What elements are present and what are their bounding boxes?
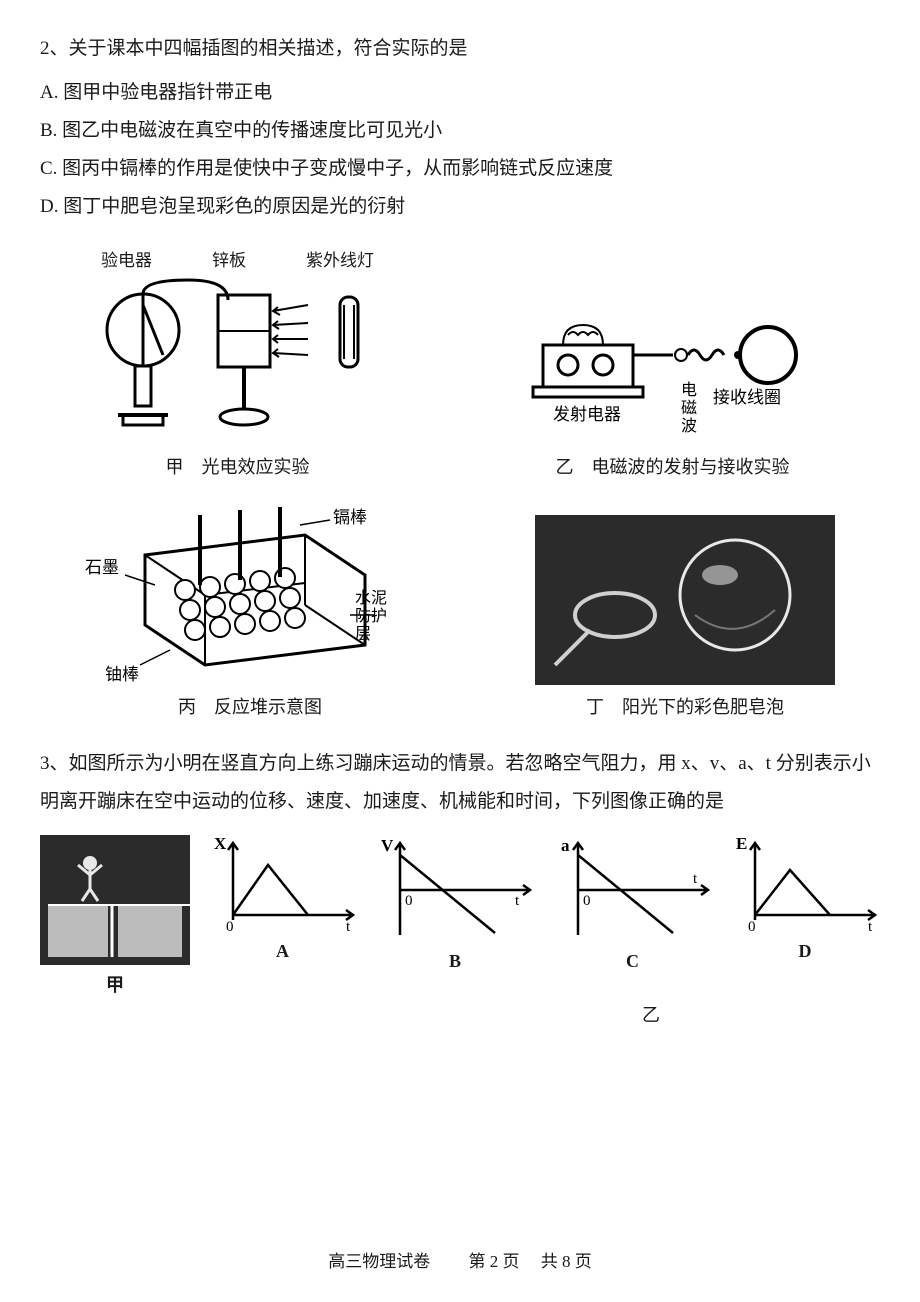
cap-yi: 乙 电磁波的发射与接收实验 xyxy=(556,453,790,479)
fig-jia-labels: 验电器 锌板 紫外线灯 xyxy=(101,246,374,271)
fig-jia-svg xyxy=(88,275,388,445)
q2-figs-row1: 验电器 锌板 紫外线灯 xyxy=(40,246,880,479)
fig-yi: 发射电器 电 磁 波 接收线圈 乙 电磁波的发射与接收实验 xyxy=(513,295,833,479)
chart-a: X 0 t A xyxy=(208,835,358,962)
sub-yi: 乙 xyxy=(642,1001,660,1027)
chart-b: V 0 t B xyxy=(375,835,535,972)
question-3: 3、如图所示为小明在竖直方向上练习蹦床运动的情景。若忽略空气阻力，用 x、v、a… xyxy=(40,745,880,1027)
label-zinc-plate: 锌板 xyxy=(212,246,246,271)
fig-bing-svg: 石墨 镉棒 铀棒 水泥 防护 层 xyxy=(85,485,415,685)
label-wave3: 波 xyxy=(681,417,697,435)
svg-text:E: E xyxy=(736,835,747,853)
fig-ding-svg xyxy=(535,515,835,685)
svg-text:V: V xyxy=(381,836,394,855)
fig-ding: 丁 阳光下的彩色肥皂泡 xyxy=(535,515,835,719)
svg-text:0: 0 xyxy=(226,919,234,935)
label-uv-lamp: 紫外线灯 xyxy=(306,246,374,271)
footer-title: 高三物理试卷 xyxy=(328,1252,430,1271)
q2-option-d: D. 图丁中肥皂泡呈现彩色的原因是光的衍射 xyxy=(40,188,880,226)
q3-photo-jia: 甲 xyxy=(40,835,190,997)
q3-chart-row: 甲 X 0 t A V 0 xyxy=(40,835,880,997)
fig-bing: 石墨 镉棒 铀棒 水泥 防护 层 丙 反应堆示意图 xyxy=(85,485,415,719)
sub-jia: 甲 xyxy=(106,971,124,997)
svg-text:t: t xyxy=(693,871,698,887)
chart-c: a 0 t C xyxy=(553,835,713,972)
fig-jia: 验电器 锌板 紫外线灯 xyxy=(88,246,388,479)
svg-text:t: t xyxy=(868,919,873,935)
label-electroscope: 验电器 xyxy=(101,246,152,271)
footer-page: 第 2 页 xyxy=(469,1252,520,1271)
cap-jia: 甲 光电效应实验 xyxy=(166,453,310,479)
fig-yi-svg: 发射电器 电 磁 波 接收线圈 xyxy=(513,295,833,445)
svg-text:层: 层 xyxy=(355,626,371,643)
letter-d: D xyxy=(799,941,812,962)
svg-text:t: t xyxy=(346,919,351,935)
cap-ding: 丁 阳光下的彩色肥皂泡 xyxy=(586,693,784,719)
svg-text:防护: 防护 xyxy=(355,607,387,625)
q2-option-a: A. 图甲中验电器指针带正电 xyxy=(40,74,880,112)
svg-text:X: X xyxy=(214,835,227,853)
svg-text:石墨: 石墨 xyxy=(85,558,119,577)
svg-text:镉棒: 镉棒 xyxy=(333,508,367,527)
label-wave1: 电 xyxy=(681,381,697,399)
label-wave2: 磁 xyxy=(681,399,697,417)
letter-c: C xyxy=(626,951,639,972)
svg-text:0: 0 xyxy=(583,893,591,909)
q2-figs-row2: 石墨 镉棒 铀棒 水泥 防护 层 丙 反应堆示意图 xyxy=(40,485,880,719)
svg-text:铀棒: 铀棒 xyxy=(105,665,139,684)
q2-option-b: B. 图乙中电磁波在真空中的传播速度比可见光小 xyxy=(40,112,880,150)
letter-b: B xyxy=(449,951,461,972)
cap-bing: 丙 反应堆示意图 xyxy=(178,693,322,719)
q3-sub-row: 乙 xyxy=(40,1001,880,1027)
svg-text:t: t xyxy=(515,893,520,909)
label-tx: 发射电器 xyxy=(553,405,621,424)
chart-d: E 0 t D xyxy=(730,835,880,962)
q2-option-c: C. 图丙中镉棒的作用是使快中子变成慢中子，从而影响链式反应速度 xyxy=(40,150,880,188)
label-rx: 接收线圈 xyxy=(713,388,781,407)
svg-text:a: a xyxy=(561,836,570,855)
svg-text:水泥: 水泥 xyxy=(355,589,387,607)
letter-a: A xyxy=(276,941,289,962)
question-2: 2、关于课本中四幅插图的相关描述，符合实际的是 A. 图甲中验电器指针带正电 B… xyxy=(40,30,880,719)
svg-text:0: 0 xyxy=(405,893,413,909)
q3-stem: 3、如图所示为小明在竖直方向上练习蹦床运动的情景。若忽略空气阻力，用 x、v、a… xyxy=(40,745,880,821)
q2-stem: 2、关于课本中四幅插图的相关描述，符合实际的是 xyxy=(40,30,880,68)
svg-text:0: 0 xyxy=(748,919,756,935)
footer-total: 共 8 页 xyxy=(541,1252,592,1271)
page-footer: 高三物理试卷 第 2 页 共 8 页 xyxy=(0,1247,920,1272)
